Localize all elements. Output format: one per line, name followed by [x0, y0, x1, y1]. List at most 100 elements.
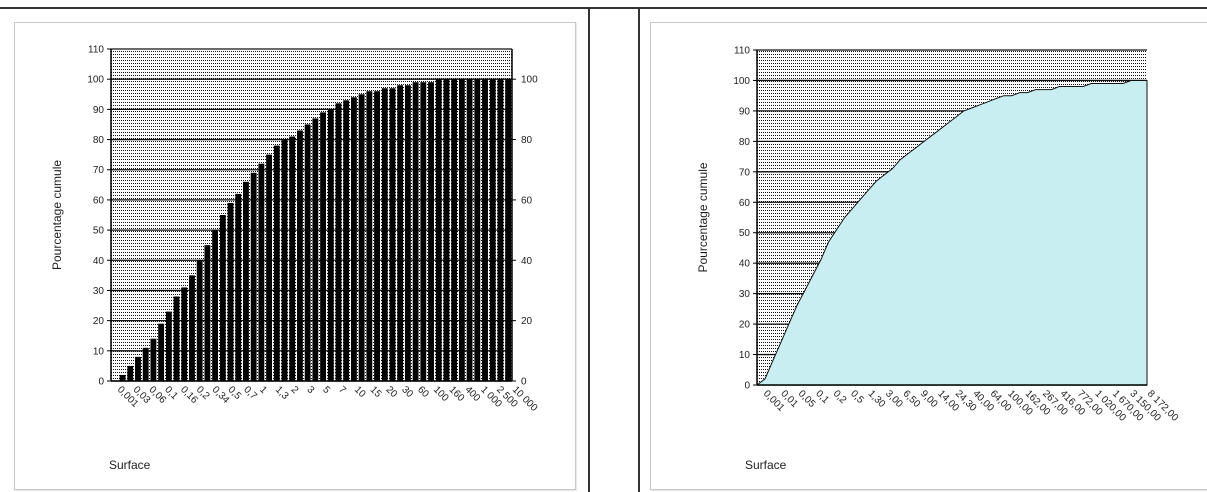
bar: [142, 347, 149, 381]
bar: [281, 139, 288, 381]
pane-separator: [588, 7, 590, 492]
x-tick-label: 9,00: [918, 388, 940, 410]
y-tick-label: 20: [739, 320, 751, 331]
bar: [466, 79, 473, 381]
x-tick-label: 10: [352, 384, 368, 400]
bar: [420, 82, 427, 381]
secondary-y-tick-label: 20: [521, 316, 533, 327]
x-tick-label: 6,50: [901, 388, 923, 410]
y-tick-label: 20: [93, 316, 105, 327]
y-tick-label: 50: [739, 228, 751, 239]
y-tick-label: 30: [739, 289, 751, 300]
y-tick-label: 40: [739, 259, 751, 270]
top-rule: [0, 7, 1207, 9]
y-tick-label: 80: [739, 137, 751, 148]
x-tick-label: 5: [320, 384, 332, 396]
x-tick-label: 0,2: [831, 388, 849, 406]
bar: [366, 91, 373, 381]
y-tick-label: 30: [93, 286, 105, 297]
bar: [404, 85, 411, 381]
bar: [119, 374, 126, 381]
y-tick-label: 110: [734, 46, 750, 57]
bar: [150, 338, 157, 381]
y-tick-label: 100: [733, 76, 750, 87]
y-tick-label: 60: [739, 198, 751, 209]
chart-panel-left: 0 10 20 30 40 50 60 70 80 90 100 110 0 20 40 60 80 100 0,0…: [14, 22, 576, 490]
bar: [497, 79, 504, 381]
bar: [212, 230, 219, 381]
bar: [304, 124, 311, 382]
x-tick-label: 3,00: [883, 388, 905, 410]
x-axis-title: Surface: [745, 458, 787, 472]
y-tick-label: 60: [93, 195, 105, 206]
y-tick-label: 10: [93, 346, 105, 357]
chart-panel-right: 0 10 20 30 40 50 60 70 80 90 100 110 0,001 0,01 0,05 0,…: [650, 22, 1207, 490]
x-tick-label: 30: [399, 384, 415, 400]
x-tick-label: 1,30: [866, 388, 888, 410]
bar: [428, 82, 434, 381]
bar: [273, 145, 280, 381]
y-tick-label: 110: [88, 45, 104, 56]
secondary-y-tick-label: 40: [521, 256, 533, 267]
bar: [312, 118, 319, 381]
x-tick-label: 0,16: [178, 384, 200, 406]
bar-chart: 01020304050607080901001100204060801000,0…: [50, 45, 540, 473]
x-tick-label: 1,3: [273, 384, 291, 402]
bar: [227, 202, 234, 381]
y-tick-label: 70: [739, 167, 751, 178]
x-tick-label: 20: [383, 384, 399, 400]
y-tick-label: 100: [87, 75, 104, 86]
x-tick-label: 3: [304, 384, 316, 396]
bar: [258, 163, 265, 381]
y-tick-label: 90: [739, 106, 751, 117]
bar: [165, 311, 172, 381]
bar: [289, 136, 296, 381]
bar: [443, 79, 450, 381]
x-tick-label: 0,34: [210, 384, 232, 406]
bar: [158, 323, 165, 381]
x-tick-label: 0,7: [241, 384, 259, 402]
bar: [320, 112, 326, 381]
y-tick-label: 70: [93, 165, 105, 176]
y-tick-label: 0: [98, 377, 104, 388]
bar: [204, 245, 211, 381]
y-tick-label: 50: [93, 226, 105, 237]
x-tick-label: 0,5: [848, 388, 866, 406]
y-tick-label: 10: [739, 350, 751, 361]
bar: [474, 79, 481, 381]
secondary-y-tick-label: 60: [521, 195, 533, 206]
x-tick-label: 400: [462, 384, 482, 404]
bar: [127, 365, 134, 381]
y-tick-label: 0: [744, 381, 750, 392]
bar: [235, 193, 242, 381]
bar: [250, 172, 257, 381]
bar: [173, 296, 180, 381]
secondary-y-tick-label: 100: [521, 75, 538, 86]
bar: [343, 100, 350, 382]
bar: [297, 130, 303, 381]
x-axis-title: Surface: [109, 458, 151, 472]
bar: [435, 79, 442, 381]
x-tick-label: 100: [431, 384, 451, 404]
y-axis-title: Pourcentage cumule: [50, 160, 64, 270]
x-tick-label: 15: [368, 384, 384, 400]
bar: [381, 88, 388, 382]
area-chart: 01020304050607080901001100,0010,010,050,…: [696, 46, 1180, 473]
secondary-y-tick-label: 80: [521, 135, 533, 146]
bar: [482, 79, 488, 381]
bar: [397, 85, 404, 381]
x-tick-label: 0,05: [796, 388, 818, 410]
bar: [196, 260, 203, 381]
x-tick-label: 7: [336, 384, 348, 396]
bar: [335, 103, 342, 381]
y-axis-title: Pourcentage cumule: [696, 162, 710, 272]
bar: [327, 109, 334, 381]
x-tick-label: 1: [257, 384, 269, 396]
bar: [189, 275, 195, 381]
bar: [266, 154, 273, 381]
bar: [505, 79, 512, 381]
pane-separator: [638, 7, 640, 492]
bar: [243, 181, 249, 381]
x-tick-label: 160: [447, 384, 467, 404]
bar: [358, 94, 365, 381]
